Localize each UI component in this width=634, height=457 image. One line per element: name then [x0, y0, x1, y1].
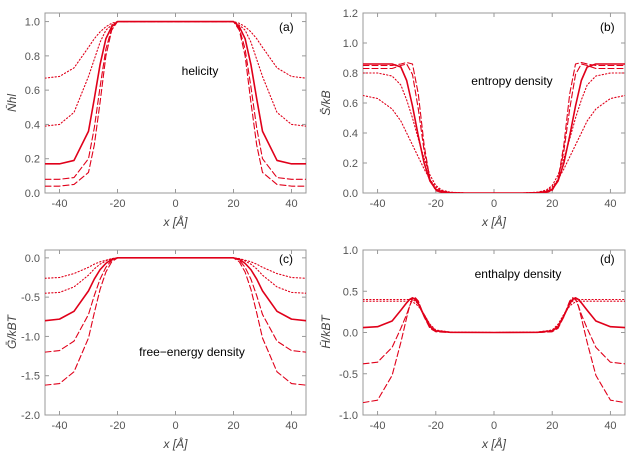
series-dashed-line-4: [363, 63, 625, 193]
y-tick-label: 0.0: [343, 188, 358, 200]
y-tick-label: 0.5: [343, 286, 358, 298]
series-dotted-line-2: [45, 21, 306, 127]
x-axis-label: x [Å]: [162, 214, 188, 229]
x-tick-label: -40: [370, 420, 386, 432]
x-tick-label: 0: [172, 420, 178, 432]
plot-frame: [44, 12, 307, 194]
x-tick-label: 0: [491, 198, 497, 210]
series-dotted-line-1: [45, 257, 306, 279]
y-tick-label: 0.0: [343, 328, 358, 340]
series-solid-line-3: [363, 63, 625, 193]
y-tick-label: 1.0: [343, 38, 358, 50]
panel-annotation: free−energy density: [139, 345, 245, 359]
series-dashed-line-5: [45, 21, 306, 187]
y-tick-label: 0.8: [343, 68, 358, 80]
y-tick-label: 0.4: [25, 119, 40, 131]
x-tick-label: -20: [428, 420, 444, 432]
x-tick-label: 40: [285, 198, 297, 210]
y-tick-label: 0.8: [25, 51, 40, 63]
series-dotted-line-1: [45, 21, 306, 79]
x-axis-label: x [Å]: [481, 436, 507, 451]
x-tick-label: -40: [52, 420, 68, 432]
x-tick-label: -40: [52, 198, 68, 210]
series-solid-line-3: [363, 297, 625, 334]
y-axis-label: S̄/kB: [319, 90, 333, 115]
x-axis-label: x [Å]: [162, 436, 188, 451]
panel-annotation: helicity: [182, 64, 219, 78]
y-axis-label: Ḡ/kBT: [5, 313, 19, 349]
series-dotted-line-2: [363, 298, 625, 334]
series-dotted-line-1: [363, 300, 625, 334]
plot-frame: [362, 12, 626, 194]
y-tick-label: 1.0: [25, 17, 40, 29]
x-tick-label: -20: [428, 198, 444, 210]
plot-frame: [44, 249, 307, 416]
y-axis-label: H̄/kBT: [319, 314, 333, 349]
y-tick-label: 0.0: [25, 188, 40, 200]
y-tick-label: -1.0: [21, 331, 40, 343]
x-tick-label: 20: [546, 198, 558, 210]
x-tick-label: 0: [172, 198, 178, 210]
x-tick-label: 20: [227, 420, 239, 432]
y-tick-label: 0.6: [343, 98, 358, 110]
x-tick-label: 40: [604, 420, 616, 432]
series-solid-line-3: [45, 20, 306, 165]
x-tick-label: -20: [110, 420, 126, 432]
series-dashed-line-5: [363, 297, 625, 404]
x-tick-label: 20: [227, 198, 239, 210]
x-tick-label: -20: [110, 198, 126, 210]
series-dashed-line-4: [45, 257, 306, 353]
panel-annotation: enthalpy density: [475, 267, 562, 281]
y-axis-label: N̄hl: [5, 94, 19, 112]
panel-label: (d): [600, 252, 615, 266]
series-dashed-line-5: [45, 257, 306, 386]
x-tick-label: 40: [285, 420, 297, 432]
y-tick-label: 1.2: [343, 8, 358, 20]
x-tick-label: 40: [604, 198, 616, 210]
panel-annotation: entropy density: [471, 74, 552, 88]
series-dotted-line-1: [363, 94, 625, 193]
y-tick-label: -1.0: [339, 410, 358, 422]
series-solid-line-3: [45, 257, 306, 322]
series-dotted-line-2: [363, 72, 625, 193]
y-tick-label: -0.5: [339, 369, 358, 381]
panel-label: (a): [279, 20, 294, 34]
y-tick-label: 0.6: [25, 85, 40, 97]
y-tick-label: -2.0: [21, 410, 40, 422]
x-tick-label: 0: [491, 420, 497, 432]
x-axis-label: x [Å]: [481, 214, 507, 229]
y-tick-label: 0.4: [343, 128, 358, 140]
series-dotted-line-2: [45, 257, 306, 294]
y-tick-label: 0.0: [25, 253, 40, 265]
panel-label: (b): [600, 20, 615, 34]
series-dashed-line-5: [363, 61, 625, 193]
panel-a: -40 -20 0 20 40 0.0 0.2 0.4 0.6 0.8 1.0 x [Å] N̄hl he…: [5, 12, 307, 229]
y-tick-label: 0.2: [25, 154, 40, 166]
y-tick-label: -1.5: [21, 371, 40, 383]
x-tick-label: 20: [546, 420, 558, 432]
y-tick-label: -0.5: [21, 292, 40, 304]
series-dashed-line-4: [45, 21, 306, 180]
y-tick-label: 1.0: [343, 245, 358, 257]
y-tick-label: 0.2: [343, 158, 358, 170]
panel-label: (c): [279, 252, 293, 266]
x-tick-label: -40: [370, 198, 386, 210]
panel-b: -40 -20 0 20 40 0.0 0.2 0.4 0.6 0.8 1.0 1.2 x [Å] S̄/…: [319, 8, 626, 229]
panel-d: -40 -20 0 20 40 -1.0 -0.5 0.0 0.5 1.0 x [Å] H̄/kBT e…: [319, 245, 626, 451]
panel-c: -40 -20 0 20 40 0.0 -0.5 -1.0 -1.5 -2.0 x [Å] Ḡ/kBT…: [5, 249, 307, 451]
